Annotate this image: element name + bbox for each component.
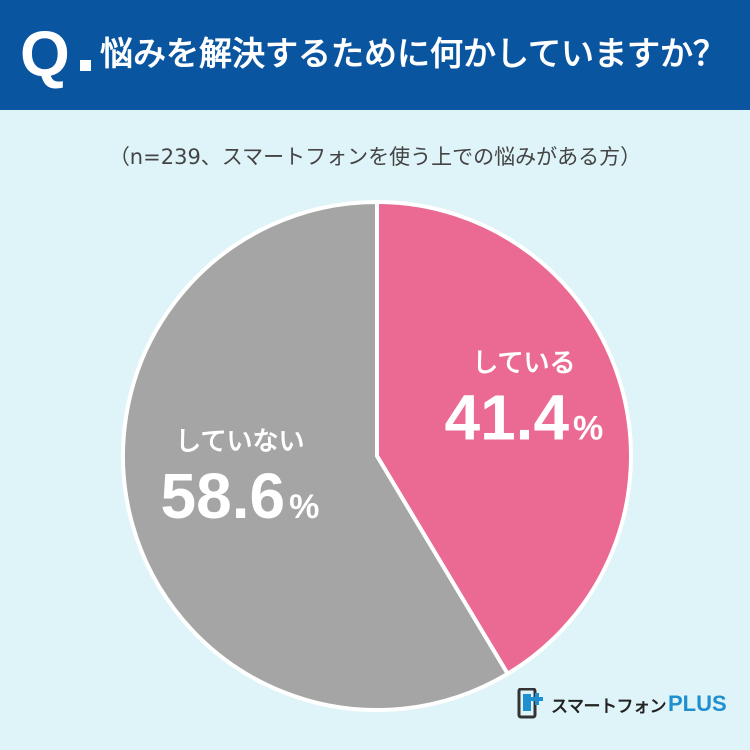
brand-name: スマートフォン — [551, 696, 667, 717]
brand-logo: スマートフォン PLUS — [517, 686, 727, 722]
q-dot — [80, 60, 91, 71]
slice-label-doing: している — [472, 348, 575, 378]
sample-note: （n=239、スマートフォンを使う上での悩みがある方） — [108, 145, 642, 169]
smartphone-plus-logo-icon — [517, 688, 543, 719]
brand-suffix: PLUS — [668, 691, 727, 716]
slice-value-not-doing: 58.6% — [161, 460, 320, 532]
question-text: 悩みを解決するために何かしていますか？ — [100, 34, 727, 73]
pie-slice-doing — [375, 200, 633, 676]
slice-label-not-doing: していない — [175, 427, 304, 457]
pie-slice-not-doing — [121, 200, 510, 712]
slice-value-doing: 41.4% — [444, 381, 603, 453]
q-mark: Q — [20, 18, 70, 90]
question-header: Q 悩みを解決するために何かしていますか？ — [0, 0, 750, 110]
pie-slices — [121, 200, 633, 712]
